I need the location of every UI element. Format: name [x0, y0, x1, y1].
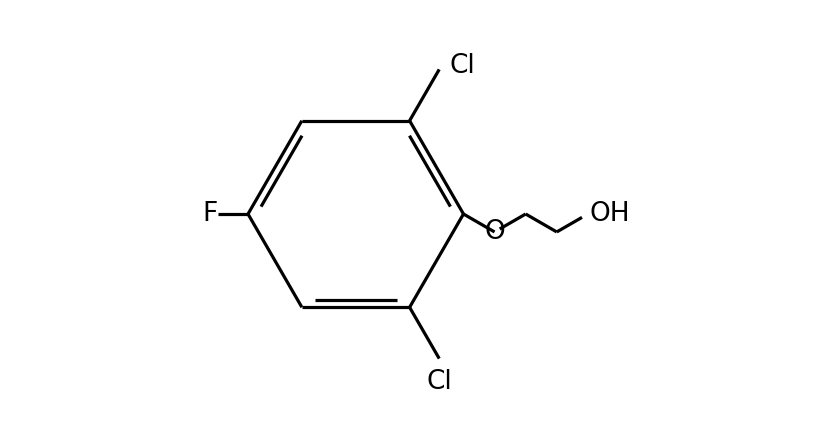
Text: OH: OH	[590, 201, 631, 227]
Text: F: F	[203, 201, 218, 227]
Text: Cl: Cl	[450, 53, 475, 79]
Text: O: O	[485, 219, 505, 245]
Text: Cl: Cl	[426, 369, 452, 395]
